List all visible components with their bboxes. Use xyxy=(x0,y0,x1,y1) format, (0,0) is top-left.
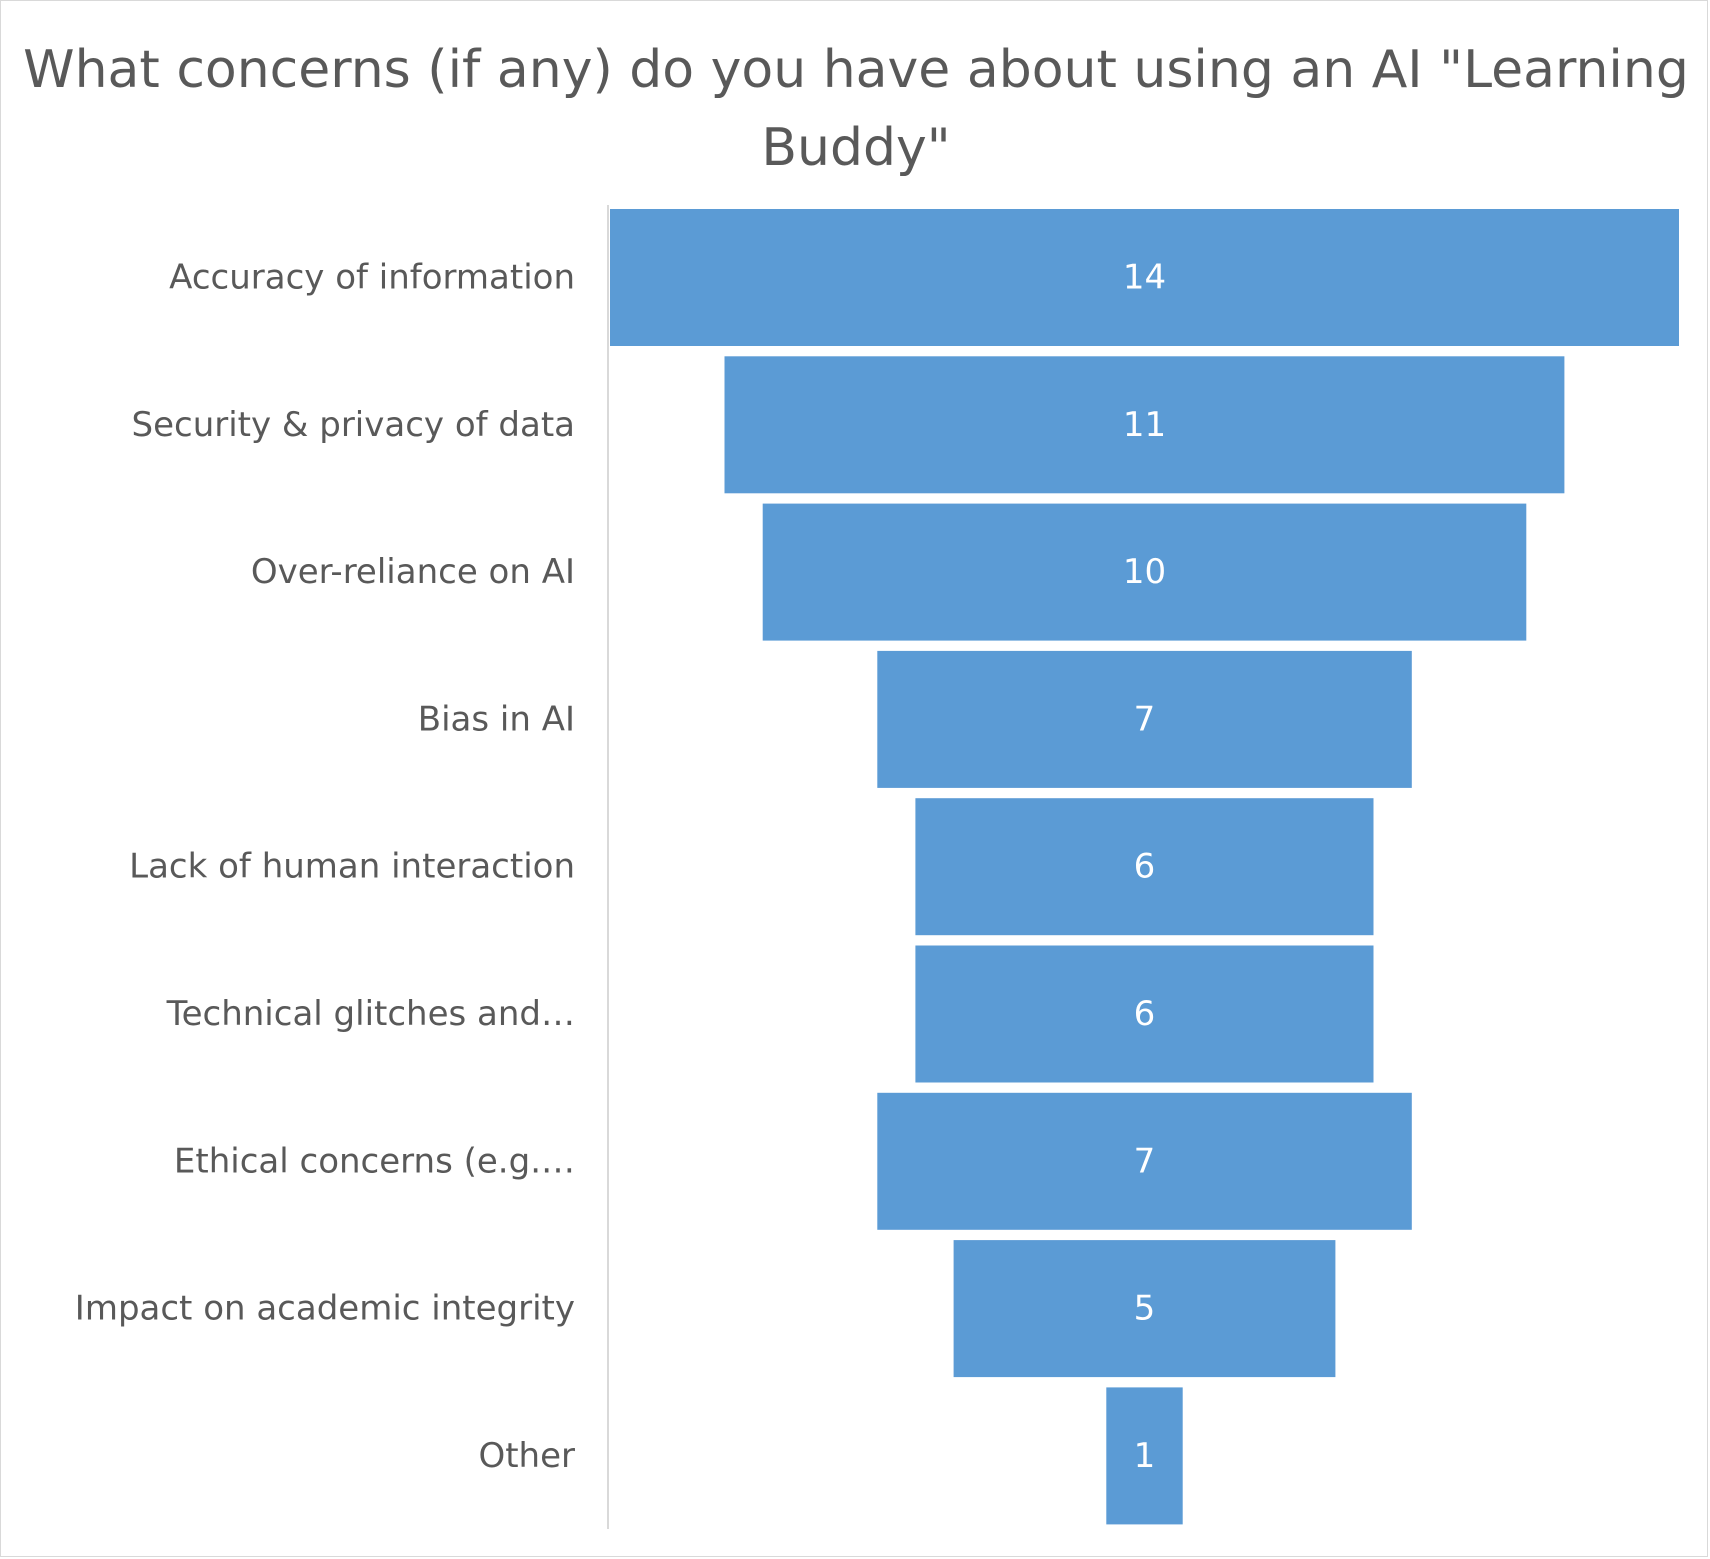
category-label: Lack of human interaction xyxy=(129,847,575,887)
funnel-bar xyxy=(610,209,1679,346)
category-label: Over-reliance on AI xyxy=(251,552,575,592)
funnel-bars xyxy=(610,209,1679,1525)
funnel-bar xyxy=(915,945,1374,1083)
category-labels: Accuracy of information Security & privac… xyxy=(75,258,575,1476)
data-label: 7 xyxy=(1134,699,1156,739)
funnel-bar xyxy=(877,650,1412,788)
data-labels: 14 11 10 7 6 6 7 5 1 xyxy=(1123,258,1166,1476)
data-label: 7 xyxy=(1134,1141,1156,1181)
data-label: 14 xyxy=(1123,258,1166,298)
funnel-bar xyxy=(877,1092,1412,1230)
chart-title: What concerns (if any) do you have about… xyxy=(23,40,1689,178)
category-label: Security & privacy of data xyxy=(132,405,576,445)
category-label: Other xyxy=(478,1436,575,1476)
category-label: Accuracy of information xyxy=(169,258,575,298)
data-label: 11 xyxy=(1123,405,1166,445)
funnel-bar xyxy=(915,798,1374,936)
funnel-bar xyxy=(1106,1387,1183,1525)
data-label: 5 xyxy=(1134,1289,1156,1329)
funnel-bar xyxy=(724,356,1565,494)
data-label: 10 xyxy=(1123,552,1166,592)
funnel-bar xyxy=(762,503,1527,641)
category-label: Impact on academic integrity xyxy=(75,1289,575,1329)
data-label: 1 xyxy=(1134,1436,1156,1476)
category-label: Technical glitches and… xyxy=(166,994,575,1034)
category-label: Bias in AI xyxy=(418,699,575,739)
data-label: 6 xyxy=(1134,847,1156,887)
category-label: Ethical concerns (e.g.… xyxy=(174,1141,575,1181)
funnel-bar xyxy=(953,1240,1336,1378)
data-label: 6 xyxy=(1134,994,1156,1034)
